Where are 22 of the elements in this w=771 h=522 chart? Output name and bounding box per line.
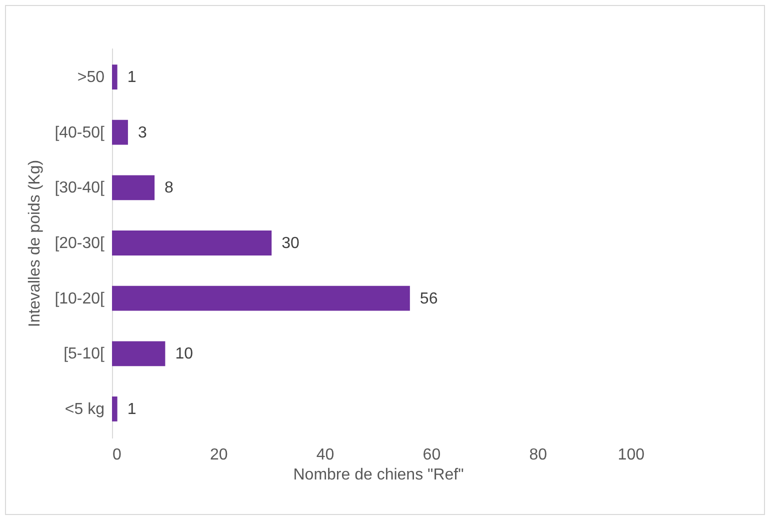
y-tick-label: [40-50[ (54, 124, 106, 142)
x-tick-label: 100 (618, 446, 645, 464)
data-label: 1 (127, 400, 136, 418)
y-tick-label: [20-30[ (54, 235, 106, 252)
data-label: 3 (138, 124, 147, 142)
x-tick-label: 60 (422, 446, 441, 464)
x-tick-label: 80 (529, 446, 548, 464)
y-tick-label: [5-10[ (64, 346, 106, 363)
data-label: 8 (164, 180, 174, 197)
y-tick-label: >50 (77, 69, 105, 86)
y-tick-label: [10-20[ (54, 290, 106, 308)
y-tick-label: [30-40[ (54, 180, 106, 197)
y-axis-title: Intevalles de poids (Kg) (26, 160, 44, 328)
x-tick-label: 0 (112, 446, 122, 464)
x-axis-title: Nombre de chiens "Ref" (293, 466, 464, 484)
data-label: 56 (420, 290, 438, 308)
x-tick-label: 20 (210, 446, 228, 464)
data-label: 1 (127, 69, 136, 86)
y-tick-label: <5 kg (64, 400, 104, 418)
data-label: 30 (282, 235, 300, 252)
data-label: 10 (175, 346, 194, 363)
x-tick-label: 40 (316, 446, 334, 464)
